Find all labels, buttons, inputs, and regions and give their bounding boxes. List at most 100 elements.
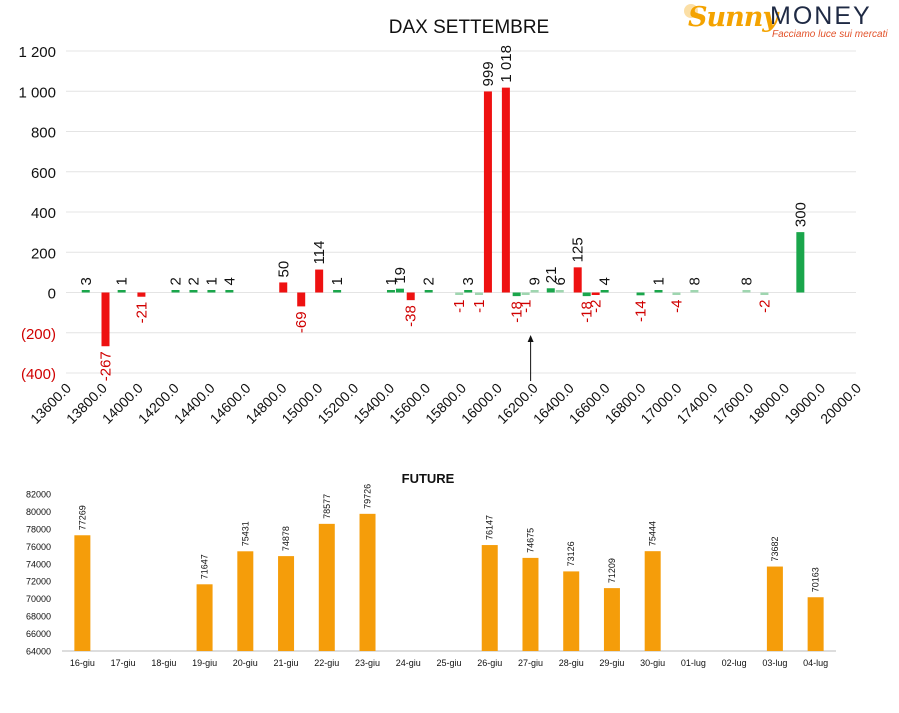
dax-bar	[483, 91, 492, 293]
dax-bar	[530, 290, 539, 293]
dax-bar	[672, 292, 681, 295]
dax-bar-label: -2	[756, 300, 773, 313]
dax-bar-label: 21	[543, 267, 560, 284]
dax-bar-label: 9	[527, 277, 544, 285]
future-bar-label: 70163	[811, 567, 821, 592]
y-tick-label: 66000	[26, 629, 51, 639]
y-tick-label: 200	[31, 245, 56, 262]
dax-bar-label: 4	[597, 277, 614, 285]
future-bar	[563, 571, 580, 651]
dax-bar	[297, 292, 306, 307]
logo-brand-first: Sunny	[688, 2, 778, 33]
dax-bar-label: 6	[552, 277, 569, 285]
dax-bar-label: 999	[480, 61, 497, 86]
y-tick-label: 70000	[26, 594, 51, 604]
dax-bar	[760, 292, 769, 295]
dax-bar	[742, 290, 751, 293]
dax-bar-label: -1	[518, 300, 535, 313]
dax-bar-label: 8	[686, 277, 703, 285]
x-tick-label: 17-giu	[111, 658, 136, 668]
dax-bar	[582, 292, 591, 297]
x-tick-label: 20000.0	[817, 380, 864, 427]
future-bar-label: 71647	[200, 554, 210, 579]
future-bar	[603, 588, 620, 651]
future-bar	[644, 551, 661, 651]
dax-bar	[455, 292, 464, 295]
dax-bar	[474, 292, 483, 295]
dax-bar	[796, 232, 805, 293]
dax-bar-label: -38	[403, 305, 420, 327]
dax-bar-label: 3	[78, 277, 95, 285]
dax-bar-label: 4	[221, 277, 238, 285]
dax-bar	[501, 87, 510, 293]
y-tick-label: 0	[48, 286, 56, 303]
x-tick-label: 18-giu	[151, 658, 176, 668]
dax-bar	[521, 292, 530, 295]
logo-brand-second: MONEY	[770, 2, 872, 30]
dax-bar-label: 2	[168, 277, 185, 285]
dax-bar-label: -4	[668, 300, 685, 313]
dax-bar	[654, 290, 663, 293]
dax-bar	[137, 292, 146, 297]
y-tick-label: 74000	[26, 559, 51, 569]
future-bar	[766, 566, 783, 651]
y-tick-label: 400	[31, 205, 56, 222]
dax-bar	[424, 290, 433, 293]
dax-bar	[333, 290, 342, 293]
x-tick-label: 24-giu	[396, 658, 421, 668]
future-bar-label: 73682	[770, 537, 780, 562]
dax-bar	[81, 290, 90, 293]
dax-bar-label: -267	[98, 351, 115, 381]
y-tick-label: 800	[31, 125, 56, 142]
dax-bar	[636, 292, 645, 296]
dax-bar-label: -69	[293, 311, 310, 333]
dax-bar-label: 300	[792, 202, 809, 227]
x-tick-label: 16-giu	[70, 658, 95, 668]
future-bar-label: 79726	[363, 484, 373, 509]
logo-tagline: Facciamo luce sui mercati	[772, 29, 888, 40]
dax-bar	[101, 292, 110, 347]
x-tick-label: 27-giu	[518, 658, 543, 668]
dax-settembre-chart: DAX SETTEMBRE (400) (200) 0 200 400 600 800 1 00…	[18, 17, 864, 427]
y-tick-label: 1 200	[18, 44, 56, 61]
dax-bar	[546, 288, 555, 293]
dax-bar-label: 1	[383, 277, 400, 285]
dax-bar-label: -14	[633, 300, 650, 322]
x-tick-label: 30-giu	[640, 658, 665, 668]
dax-bar	[464, 290, 473, 293]
dax-bar-label: 8	[738, 277, 755, 285]
x-tick-label: 21-giu	[274, 658, 299, 668]
future-chart-title: FUTURE	[402, 471, 455, 486]
dax-bar-label: 1 018	[498, 45, 515, 83]
dax-bar	[406, 292, 415, 301]
future-bar	[196, 584, 213, 651]
x-tick-label: 20-giu	[233, 658, 258, 668]
y-tick-label: 80000	[26, 507, 51, 517]
x-tick-label: 04-lug	[803, 658, 828, 668]
future-chart: FUTURE 64000 66000 68000 70000 72000 74000 7600…	[26, 471, 836, 668]
dax-bar	[315, 269, 324, 293]
dax-bar-label: 19	[392, 267, 409, 284]
dax-bar-label: -18	[509, 301, 526, 323]
dax-bar-label: 50	[275, 261, 292, 278]
future-bar-label: 74675	[525, 528, 535, 553]
arrow-head-icon	[527, 335, 534, 342]
dax-bar-label: -21	[133, 302, 150, 324]
future-bar-label: 76147	[485, 515, 495, 540]
x-tick-label: 19-giu	[192, 658, 217, 668]
future-bar-label: 75444	[648, 521, 658, 546]
dax-bar	[189, 290, 198, 293]
x-tick-label: 01-lug	[681, 658, 706, 668]
dax-bar	[395, 288, 404, 293]
dax-bar	[279, 282, 288, 293]
x-tick-label: 23-giu	[355, 658, 380, 668]
dax-bar-label: -2	[588, 300, 605, 313]
x-tick-label: 25-giu	[436, 658, 461, 668]
y-tick-label: (200)	[21, 326, 56, 343]
y-tick-label: 68000	[26, 612, 51, 622]
y-tick-label: 82000	[26, 490, 51, 500]
future-bar-label: 77269	[77, 505, 87, 530]
y-tick-label: 600	[31, 165, 56, 182]
dax-bar-label: -18	[579, 301, 596, 323]
future-bar-label: 71209	[607, 558, 617, 583]
